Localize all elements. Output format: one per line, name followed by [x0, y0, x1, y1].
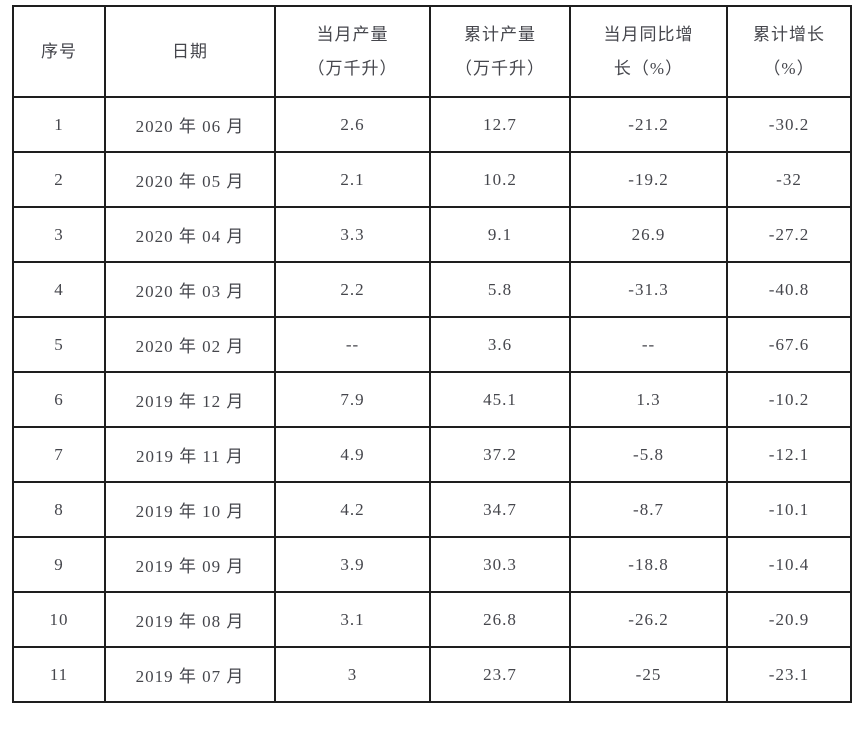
- table-cell-monthly-yoy-growth: 1.3: [569, 371, 728, 428]
- table-cell-date: 2020 年 06 月: [104, 96, 276, 153]
- production-statistics-table: 序号 日期 当月产量 （万千升） 累计产量 （万千升） 当月同比增 长（%） 累…: [12, 5, 852, 703]
- table-cell-index: 3: [12, 206, 106, 263]
- column-header-cumulative-output: 累计产量 （万千升）: [429, 5, 571, 98]
- table-cell-cumulative-output: 23.7: [429, 646, 571, 703]
- table-cell-monthly-output: 4.9: [274, 426, 431, 483]
- table-cell-index: 7: [12, 426, 106, 483]
- table-cell-monthly-yoy-growth: -18.8: [569, 536, 728, 593]
- table-cell-cumulative-growth: -30.2: [726, 96, 852, 153]
- table-cell-cumulative-growth: -40.8: [726, 261, 852, 318]
- table-cell-monthly-output: 2.1: [274, 151, 431, 208]
- table-cell-cumulative-output: 37.2: [429, 426, 571, 483]
- table-cell-monthly-yoy-growth: --: [569, 316, 728, 373]
- table-cell-index: 11: [12, 646, 106, 703]
- table-cell-cumulative-output: 12.7: [429, 96, 571, 153]
- table-cell-monthly-yoy-growth: 26.9: [569, 206, 728, 263]
- table-row: 9 2019 年 09 月 3.9 30.3 -18.8 -10.4: [12, 536, 852, 593]
- table-row: 10 2019 年 08 月 3.1 26.8 -26.2 -20.9: [12, 591, 852, 648]
- table-cell-cumulative-output: 10.2: [429, 151, 571, 208]
- table-cell-date: 2019 年 07 月: [104, 646, 276, 703]
- table-row: 6 2019 年 12 月 7.9 45.1 1.3 -10.2: [12, 371, 852, 428]
- table-cell-date: 2020 年 02 月: [104, 316, 276, 373]
- table-row: 11 2019 年 07 月 3 23.7 -25 -23.1: [12, 646, 852, 703]
- table-cell-monthly-output: 4.2: [274, 481, 431, 538]
- table-cell-monthly-yoy-growth: -19.2: [569, 151, 728, 208]
- table-cell-index: 4: [12, 261, 106, 318]
- table-cell-monthly-yoy-growth: -8.7: [569, 481, 728, 538]
- table-cell-date: 2019 年 08 月: [104, 591, 276, 648]
- table-cell-cumulative-growth: -32: [726, 151, 852, 208]
- table-cell-monthly-output: 3.3: [274, 206, 431, 263]
- table-cell-cumulative-output: 34.7: [429, 481, 571, 538]
- table-cell-cumulative-growth: -23.1: [726, 646, 852, 703]
- column-header-monthly-yoy-growth: 当月同比增 长（%）: [569, 5, 728, 98]
- table-cell-monthly-yoy-growth: -5.8: [569, 426, 728, 483]
- table-header: 序号 日期 当月产量 （万千升） 累计产量 （万千升） 当月同比增 长（%） 累…: [12, 5, 852, 98]
- table-header-row: 序号 日期 当月产量 （万千升） 累计产量 （万千升） 当月同比增 长（%） 累…: [12, 5, 852, 98]
- column-header-cumulative-growth: 累计增长 （%）: [726, 5, 852, 98]
- table-row: 8 2019 年 10 月 4.2 34.7 -8.7 -10.1: [12, 481, 852, 538]
- table-cell-cumulative-output: 30.3: [429, 536, 571, 593]
- column-header-date: 日期: [104, 5, 276, 98]
- table-cell-index: 1: [12, 96, 106, 153]
- table-cell-cumulative-growth: -67.6: [726, 316, 852, 373]
- table-row: 4 2020 年 03 月 2.2 5.8 -31.3 -40.8: [12, 261, 852, 318]
- table-cell-monthly-yoy-growth: -21.2: [569, 96, 728, 153]
- table-cell-monthly-output: 3.1: [274, 591, 431, 648]
- table-row: 1 2020 年 06 月 2.6 12.7 -21.2 -30.2: [12, 96, 852, 153]
- table-cell-cumulative-output: 9.1: [429, 206, 571, 263]
- table-body: 1 2020 年 06 月 2.6 12.7 -21.2 -30.2 2 2020 年 05 …: [12, 96, 852, 703]
- table-cell-monthly-output: --: [274, 316, 431, 373]
- table-cell-cumulative-growth: -20.9: [726, 591, 852, 648]
- table-cell-date: 2019 年 09 月: [104, 536, 276, 593]
- table-cell-monthly-yoy-growth: -31.3: [569, 261, 728, 318]
- table-cell-date: 2020 年 05 月: [104, 151, 276, 208]
- table-row: 5 2020 年 02 月 -- 3.6 -- -67.6: [12, 316, 852, 373]
- table-cell-monthly-yoy-growth: -25: [569, 646, 728, 703]
- table-cell-monthly-output: 7.9: [274, 371, 431, 428]
- table-cell-cumulative-growth: -10.4: [726, 536, 852, 593]
- table-cell-cumulative-output: 45.1: [429, 371, 571, 428]
- table-cell-index: 9: [12, 536, 106, 593]
- table-cell-cumulative-growth: -12.1: [726, 426, 852, 483]
- document-page: 序号 日期 当月产量 （万千升） 累计产量 （万千升） 当月同比增 长（%） 累…: [12, 5, 852, 703]
- table-cell-cumulative-growth: -10.2: [726, 371, 852, 428]
- table-cell-index: 6: [12, 371, 106, 428]
- table-cell-cumulative-output: 3.6: [429, 316, 571, 373]
- table-cell-index: 8: [12, 481, 106, 538]
- table-cell-monthly-output: 2.6: [274, 96, 431, 153]
- table-cell-index: 5: [12, 316, 106, 373]
- table-cell-date: 2020 年 03 月: [104, 261, 276, 318]
- table-cell-monthly-output: 2.2: [274, 261, 431, 318]
- table-cell-date: 2019 年 11 月: [104, 426, 276, 483]
- column-header-index: 序号: [12, 5, 106, 98]
- table-row: 7 2019 年 11 月 4.9 37.2 -5.8 -12.1: [12, 426, 852, 483]
- table-cell-monthly-yoy-growth: -26.2: [569, 591, 728, 648]
- table-cell-date: 2020 年 04 月: [104, 206, 276, 263]
- table-row: 3 2020 年 04 月 3.3 9.1 26.9 -27.2: [12, 206, 852, 263]
- table-cell-monthly-output: 3.9: [274, 536, 431, 593]
- table-cell-cumulative-output: 5.8: [429, 261, 571, 318]
- table-cell-date: 2019 年 10 月: [104, 481, 276, 538]
- table-cell-index: 10: [12, 591, 106, 648]
- table-cell-cumulative-growth: -10.1: [726, 481, 852, 538]
- table-cell-monthly-output: 3: [274, 646, 431, 703]
- table-row: 2 2020 年 05 月 2.1 10.2 -19.2 -32: [12, 151, 852, 208]
- table-cell-cumulative-growth: -27.2: [726, 206, 852, 263]
- column-header-monthly-output: 当月产量 （万千升）: [274, 5, 431, 98]
- table-cell-date: 2019 年 12 月: [104, 371, 276, 428]
- table-cell-index: 2: [12, 151, 106, 208]
- table-cell-cumulative-output: 26.8: [429, 591, 571, 648]
